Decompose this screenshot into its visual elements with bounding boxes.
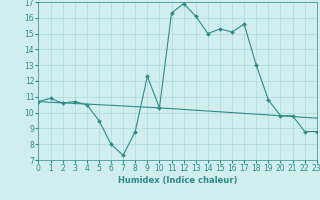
X-axis label: Humidex (Indice chaleur): Humidex (Indice chaleur): [118, 176, 237, 185]
